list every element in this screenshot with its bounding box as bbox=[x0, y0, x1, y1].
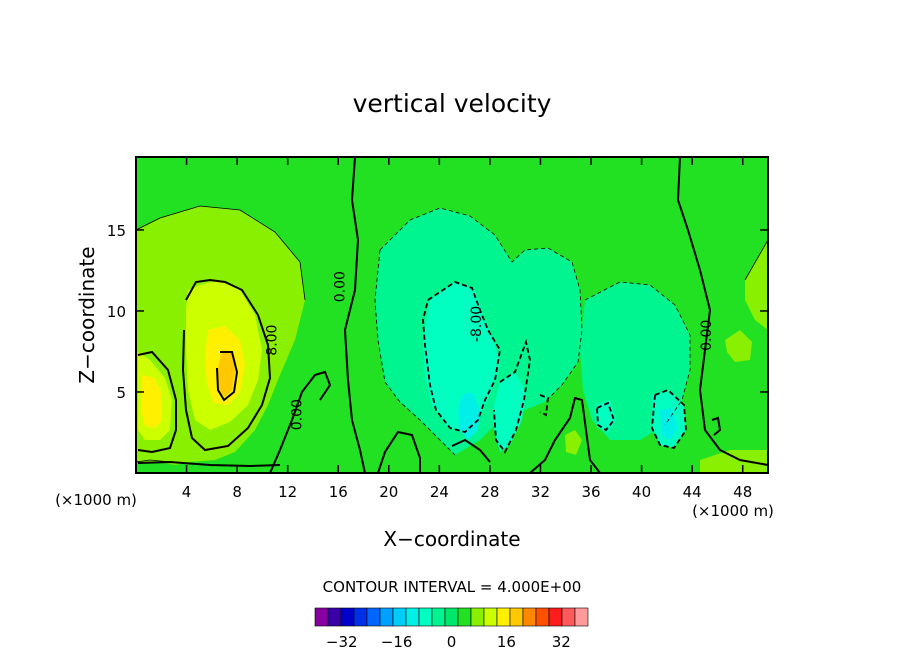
contour-line-dashed bbox=[379, 207, 583, 403]
colorbar-swatch bbox=[509, 607, 524, 627]
contour-line-negative bbox=[422, 281, 501, 433]
contour-line bbox=[269, 370, 332, 473]
contour-fill bbox=[745, 240, 768, 330]
contour-line bbox=[377, 430, 421, 473]
x-tick-label: 36 bbox=[581, 483, 600, 501]
contour-label: -8.00 bbox=[469, 306, 485, 342]
colorbar-swatch bbox=[483, 607, 498, 627]
contour-label: 8.00 bbox=[264, 325, 280, 356]
x-tick-label: 32 bbox=[531, 483, 550, 501]
colorbar-tick-label: 32 bbox=[552, 633, 571, 651]
colorbar-tick-label: −32 bbox=[326, 633, 358, 651]
contour-line-dashed bbox=[584, 281, 691, 426]
x-unit-left: (×1000 m) bbox=[55, 491, 137, 509]
y-tick-label: 15 bbox=[107, 222, 126, 240]
colorbar-swatch bbox=[561, 607, 576, 627]
x-tick-label: 48 bbox=[733, 483, 752, 501]
colorbar-swatch bbox=[444, 607, 459, 627]
y-tick-label: 5 bbox=[116, 384, 126, 402]
contour-line bbox=[529, 396, 601, 473]
contour-line bbox=[181, 278, 272, 452]
y-tick-label: 10 bbox=[107, 303, 126, 321]
colorbar-swatch bbox=[366, 607, 381, 627]
colorbar-tick-label: −16 bbox=[381, 633, 413, 651]
contour-line-thin bbox=[744, 239, 768, 281]
contour-line bbox=[343, 157, 366, 473]
contour-line-negative bbox=[596, 401, 616, 432]
contour-label: 0.00 bbox=[333, 271, 349, 302]
contour-interval-text: CONTOUR INTERVAL = 4.000E+00 bbox=[323, 578, 582, 596]
contour-line-negative bbox=[539, 394, 549, 417]
x-tick-label: 4 bbox=[182, 483, 192, 501]
contour-line bbox=[137, 460, 281, 468]
x-axis: 4 8 12 16 20 24 28 32 36 40 44 48 bbox=[182, 157, 752, 501]
colorbar-swatch bbox=[379, 607, 394, 627]
colorbar-swatch bbox=[405, 607, 420, 627]
colorbar-swatch bbox=[574, 607, 589, 627]
x-tick-label: 40 bbox=[632, 483, 651, 501]
x-tick-label: 20 bbox=[379, 483, 398, 501]
contour-line bbox=[137, 350, 177, 454]
contour-line-negative bbox=[493, 338, 531, 454]
contour-fill bbox=[141, 375, 162, 428]
contour-line bbox=[676, 157, 768, 466]
contour-fill bbox=[565, 430, 582, 455]
plot-area bbox=[136, 157, 768, 473]
colorbar-swatch bbox=[522, 607, 537, 627]
contour-fill bbox=[218, 350, 235, 397]
x-unit-right: (×1000 m) bbox=[692, 502, 774, 520]
contour-line-dashed bbox=[374, 249, 456, 456]
colorbar-swatch bbox=[431, 607, 446, 627]
x-tick-label: 24 bbox=[430, 483, 449, 501]
colorbar-swatch bbox=[314, 607, 329, 627]
contour-label: 0.00 bbox=[699, 320, 715, 351]
contour-fill bbox=[700, 450, 768, 473]
contour-fill bbox=[423, 282, 500, 432]
contour-fill bbox=[458, 392, 480, 440]
x-tick-label: 12 bbox=[278, 483, 297, 501]
colorbar-swatch bbox=[353, 607, 368, 627]
colorbar-swatch bbox=[496, 607, 511, 627]
x-tick-label: 44 bbox=[683, 483, 702, 501]
contour-fill bbox=[725, 330, 752, 362]
contour-line bbox=[711, 416, 722, 436]
contour-line bbox=[216, 351, 239, 402]
contour-fill bbox=[660, 408, 678, 440]
contour-line-negative bbox=[651, 388, 687, 450]
colorbar-swatch bbox=[548, 607, 563, 627]
contour-lines bbox=[136, 157, 768, 473]
x-tick-label: 8 bbox=[232, 483, 242, 501]
contour-line-thin bbox=[136, 459, 171, 463]
colorbar-tick-label: 0 bbox=[447, 633, 457, 651]
colorbar-swatch bbox=[392, 607, 407, 627]
plot-frame bbox=[135, 156, 769, 474]
colorbar-swatch bbox=[535, 607, 550, 627]
contour-labels: 0.00 8.00 0.00 -8.00 0.00 bbox=[264, 271, 715, 430]
colorbar-swatch bbox=[457, 607, 472, 627]
y-axis-label: Z−coordinate bbox=[75, 246, 99, 383]
x-axis-label: X−coordinate bbox=[383, 527, 520, 551]
chart-title: vertical velocity bbox=[353, 89, 552, 118]
x-tick-label: 16 bbox=[329, 483, 348, 501]
contour-label: 0.00 bbox=[290, 399, 306, 430]
contour-line bbox=[451, 438, 491, 463]
contour-line-thin bbox=[136, 205, 306, 301]
colorbar-tick-label: 16 bbox=[497, 633, 516, 651]
colorbar-swatch bbox=[470, 607, 485, 627]
colorbar-swatch bbox=[418, 607, 433, 627]
contour-fill bbox=[494, 372, 526, 452]
colorbar-swatch bbox=[340, 607, 355, 627]
colorbar: −32 −16 0 16 32 bbox=[314, 607, 589, 651]
colorbar-swatch bbox=[327, 607, 342, 627]
y-axis: 5 10 15 bbox=[107, 222, 768, 402]
x-tick-label: 28 bbox=[480, 483, 499, 501]
